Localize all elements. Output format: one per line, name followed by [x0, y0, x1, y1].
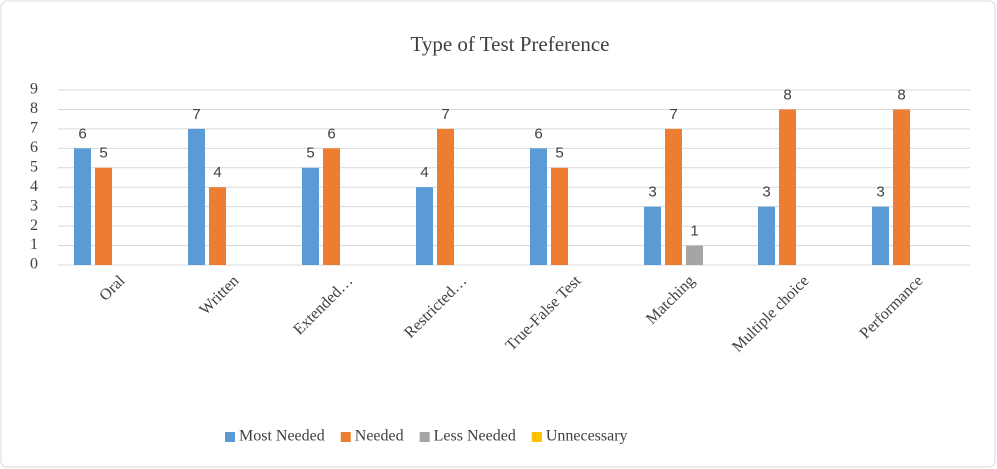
legend-swatch	[419, 432, 430, 442]
data-label: 6	[78, 125, 86, 142]
bar	[74, 148, 91, 265]
bar	[209, 187, 226, 265]
y-tick-label: 4	[30, 178, 38, 195]
y-tick-label: 6	[30, 139, 38, 156]
data-label: 3	[762, 184, 770, 201]
bar	[893, 109, 910, 265]
legend-swatch	[225, 432, 235, 442]
data-label: 8	[897, 86, 905, 103]
data-label: 3	[648, 184, 656, 201]
bar	[95, 167, 112, 265]
chart-title: Type of Test Preference	[411, 32, 610, 56]
y-tick-label: 8	[30, 100, 38, 117]
bar	[779, 109, 796, 265]
legend-swatch	[531, 432, 542, 442]
y-tick-label: 9	[30, 81, 38, 98]
bar	[665, 128, 682, 265]
legend: Most Needed Needed Less Needed Unnecessary	[225, 428, 628, 445]
y-tick-label: 5	[30, 158, 38, 175]
y-tick-label: 7	[30, 120, 38, 137]
data-label: 7	[669, 106, 677, 123]
y-tick-label: 0	[30, 256, 38, 273]
data-label: 5	[99, 145, 107, 162]
bar	[530, 148, 547, 265]
data-label: 6	[327, 125, 335, 142]
legend-swatch	[340, 432, 351, 442]
bar	[416, 187, 433, 265]
y-tick-label: 3	[30, 197, 38, 214]
bar	[551, 167, 568, 265]
data-label: 8	[783, 86, 791, 103]
bar	[644, 206, 661, 265]
legend-label: Needed	[355, 428, 404, 445]
data-label: 7	[441, 106, 449, 123]
bar	[872, 206, 889, 265]
data-label: 4	[213, 164, 221, 181]
y-tick-label: 1	[30, 236, 38, 253]
bar	[188, 128, 205, 265]
bar	[437, 128, 454, 265]
bar	[686, 245, 703, 265]
data-label: 1	[690, 223, 698, 240]
legend-label: Most Needed	[239, 428, 325, 445]
data-label: 7	[192, 106, 200, 123]
bar	[758, 206, 775, 265]
data-label: 4	[420, 164, 428, 181]
data-label: 3	[876, 184, 884, 201]
legend-label: Unnecessary	[546, 428, 628, 445]
y-tick-label: 2	[30, 217, 38, 234]
bar	[302, 167, 319, 265]
data-label: 5	[306, 145, 314, 162]
data-label: 6	[534, 125, 542, 142]
data-label: 5	[555, 145, 563, 162]
legend-label: Less Needed	[434, 428, 516, 445]
bar	[323, 148, 340, 265]
